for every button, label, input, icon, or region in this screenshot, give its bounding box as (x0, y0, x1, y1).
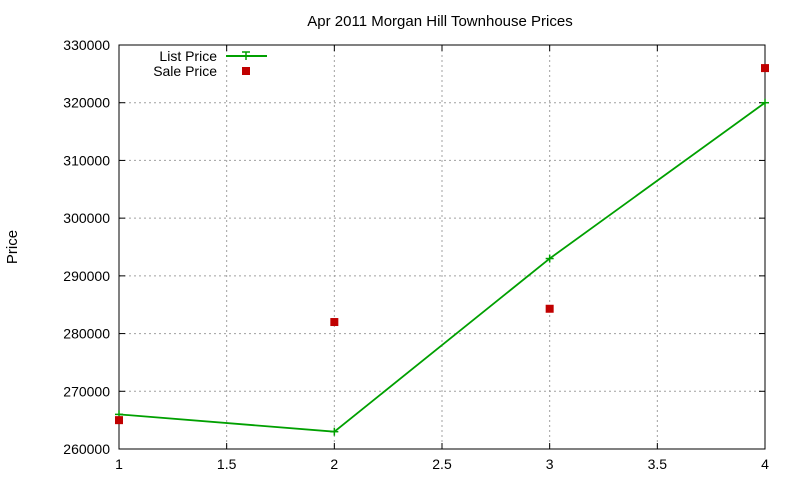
x-tick-label: 3.5 (648, 456, 668, 472)
sale-price-point (330, 318, 339, 327)
chart-title: Apr 2011 Morgan Hill Townhouse Prices (307, 13, 572, 30)
y-tick-label: 310000 (63, 152, 110, 168)
x-tick-label: 3 (546, 456, 554, 472)
legend-label-sale-price: Sale Price (153, 63, 217, 79)
list-price-point (545, 254, 554, 263)
x-tick-label: 4 (761, 456, 769, 472)
y-tick-label: 270000 (63, 383, 110, 399)
y-tick-label: 260000 (63, 441, 110, 457)
list-price-point (761, 98, 769, 107)
series-line-list-price (118, 101, 766, 433)
x-tick-label: 2.5 (432, 456, 452, 472)
legend-marker-sale-price (242, 67, 250, 75)
y-tick-label: 300000 (63, 210, 110, 226)
sale-price-point (761, 64, 769, 73)
legend-marker-list-price (242, 51, 250, 60)
y-tick-label: 330000 (63, 37, 110, 53)
sale-price-point (545, 304, 554, 313)
series (115, 64, 769, 436)
sale-price-point (115, 416, 123, 425)
y-axis-label: Price (4, 230, 21, 264)
axis-ticks: 1 1.5 2 2.5 3 3.5 4 260000 270000 280000 290000 300… (63, 37, 769, 472)
list-price-point (330, 427, 339, 436)
x-tick-label: 2 (330, 456, 338, 472)
x-tick-label: 1 (115, 456, 123, 472)
y-tick-label: 280000 (63, 326, 110, 342)
y-tick-label: 290000 (63, 268, 110, 284)
grid (119, 45, 765, 449)
legend: List Price Sale Price (153, 48, 267, 79)
x-tick-label: 1.5 (217, 456, 237, 472)
legend-label-list-price: List Price (159, 48, 217, 64)
y-tick-label: 320000 (63, 95, 110, 111)
